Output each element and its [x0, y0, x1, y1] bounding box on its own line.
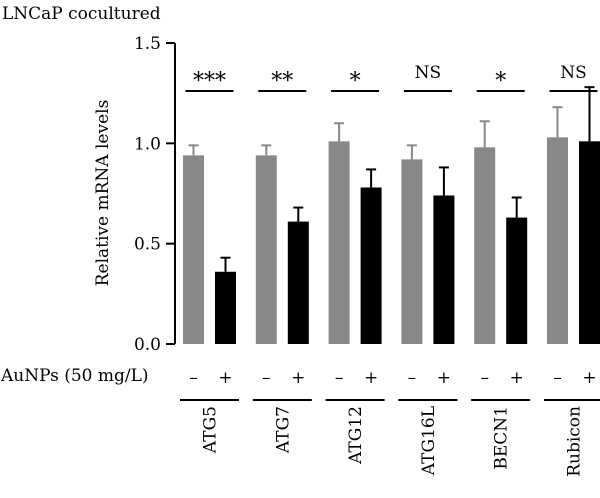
treatment-sign: +: [218, 368, 232, 388]
bar-becn1-aunps: [506, 217, 528, 344]
treatment-sign: +: [582, 368, 596, 388]
y-tick-label: 0.0: [134, 335, 161, 355]
bar-atg7-aunps: [287, 221, 309, 344]
category-label-rubicon: Rubicon: [565, 406, 585, 477]
y-tick-label: 1.5: [134, 34, 161, 54]
bar-rubicon-aunps: [579, 141, 600, 344]
bar-atg5-control: [183, 155, 204, 344]
bar-rubicon-control: [547, 137, 568, 344]
bar-atg16l-aunps: [433, 195, 455, 344]
treatment-sign: –: [262, 368, 271, 388]
treatment-sign: –: [553, 368, 562, 388]
chart-title: LNCaP cocultured: [2, 4, 161, 24]
treatment-sign: –: [480, 368, 489, 388]
treatment-sign: –: [408, 368, 417, 388]
y-axis-label: Relative mRNA levels: [93, 100, 113, 287]
treatment-sign: +: [437, 368, 451, 388]
treatment-sign: –: [335, 368, 344, 388]
bar-atg12-aunps: [360, 187, 382, 344]
bar-becn1-control: [474, 147, 496, 344]
category-label-becn1: BECN1: [492, 406, 512, 470]
treatment-sign: –: [189, 368, 198, 388]
bar-atg7-control: [255, 155, 277, 344]
treatment-label: AuNPs (50 mg/L): [0, 366, 149, 386]
bar-atg16l-control: [401, 159, 423, 344]
significance-label: *: [350, 69, 361, 94]
treatment-sign: +: [364, 368, 378, 388]
treatment-sign: +: [510, 368, 524, 388]
bar-atg5-aunps: [215, 271, 236, 344]
significance-label: ***: [193, 69, 226, 94]
significance-label: *: [495, 69, 506, 94]
significance-label: NS: [560, 63, 587, 83]
significance-label: **: [271, 69, 293, 94]
significance-label: NS: [415, 63, 442, 83]
treatment-sign: +: [291, 368, 305, 388]
bar-atg12-control: [328, 141, 350, 344]
category-label-atg5: ATG5: [201, 406, 221, 454]
category-label-atg16l: ATG16L: [419, 406, 439, 476]
y-tick-label: 0.5: [134, 235, 161, 255]
category-label-atg12: ATG12: [346, 406, 366, 465]
category-label-atg7: ATG7: [273, 406, 293, 454]
y-tick-label: 1.0: [134, 134, 161, 154]
